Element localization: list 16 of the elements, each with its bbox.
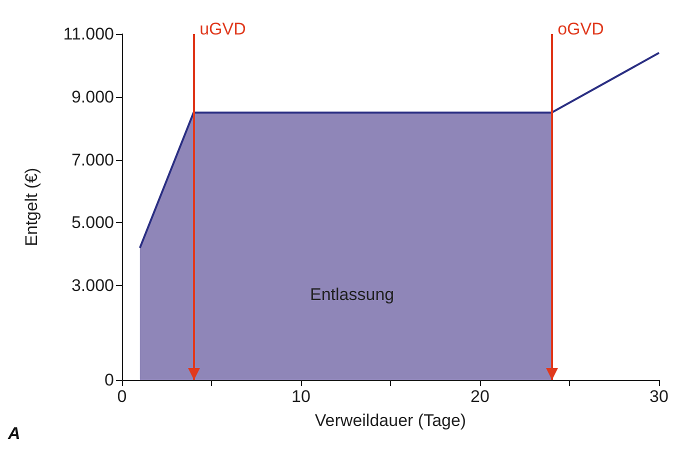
- y-tick-label: 5.000: [71, 213, 114, 232]
- y-tick-label: 0: [104, 370, 114, 390]
- annotation: Entlassung: [310, 285, 394, 304]
- y-tick-label: 9.000: [71, 87, 114, 106]
- x-tick-label: 0: [117, 387, 127, 406]
- ref-line-label: oGVD: [558, 20, 604, 38]
- ref-line-label: uGVD: [200, 20, 246, 38]
- x-tick-label: 20: [470, 387, 490, 406]
- text: A: [7, 424, 20, 443]
- y-axis-title: Entgelt (€): [22, 168, 41, 246]
- y-tick-label: 7.000: [71, 150, 114, 170]
- x-tick-label: 10: [292, 387, 310, 406]
- y-tick-label: 11.000: [63, 24, 114, 44]
- x-tick-label: 30: [650, 387, 668, 406]
- x-axis-title: Verweildauer (Tage): [314, 411, 466, 430]
- y-tick-label: 3.000: [71, 276, 114, 296]
